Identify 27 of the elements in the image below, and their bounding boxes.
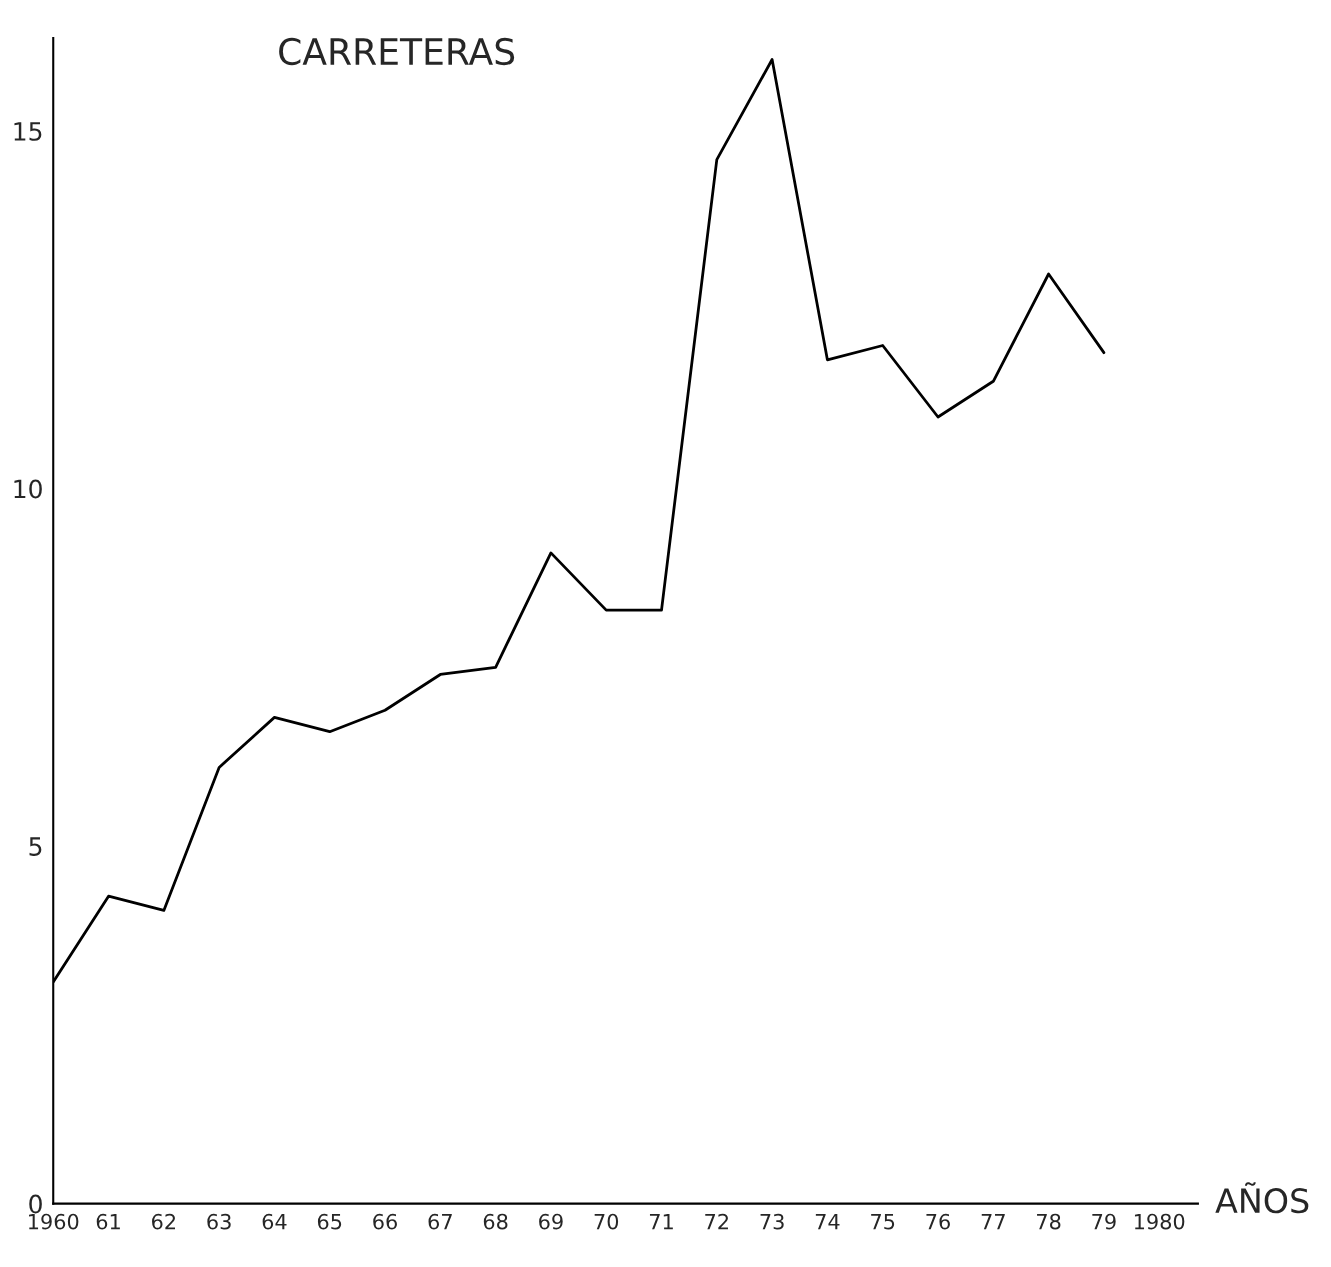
x-tick-label: 1960 xyxy=(29,1213,79,1230)
x-tick-label: 67 xyxy=(428,1213,452,1230)
y-tick-label: 15 xyxy=(14,122,42,141)
y-tick-label: 0 xyxy=(29,1194,42,1214)
x-tick-label: 65 xyxy=(317,1213,342,1230)
x-tick-label: 61 xyxy=(96,1213,120,1230)
x-tick-label: 68 xyxy=(483,1213,508,1230)
x-tick-label: 77 xyxy=(981,1214,1005,1230)
x-tick-label: 64 xyxy=(262,1213,287,1230)
x-tick-label: 1980 xyxy=(1134,1213,1185,1230)
x-axis-title: AÑOS xyxy=(1215,1182,1309,1214)
x-tick-label: 78 xyxy=(1037,1213,1061,1230)
x-tick-label: 75 xyxy=(871,1214,895,1230)
x-tick-label: 63 xyxy=(207,1213,231,1230)
x-tick-label: 73 xyxy=(760,1213,784,1230)
x-tick-label: 79 xyxy=(1092,1213,1116,1230)
chart-title: CARRETERAS xyxy=(279,37,515,66)
x-tick-label: 70 xyxy=(594,1213,619,1230)
x-tick-label: 69 xyxy=(539,1213,563,1230)
x-tick-label: 72 xyxy=(705,1213,728,1230)
y-tick-label: 5 xyxy=(29,837,42,856)
x-tick-label: 66 xyxy=(373,1213,397,1230)
x-tick-label: 74 xyxy=(815,1214,840,1230)
x-tick-label: 76 xyxy=(926,1213,950,1230)
x-tick-label: 62 xyxy=(152,1213,175,1230)
x-tick-label: 71 xyxy=(649,1214,673,1230)
y-tick-label: 10 xyxy=(14,479,42,499)
